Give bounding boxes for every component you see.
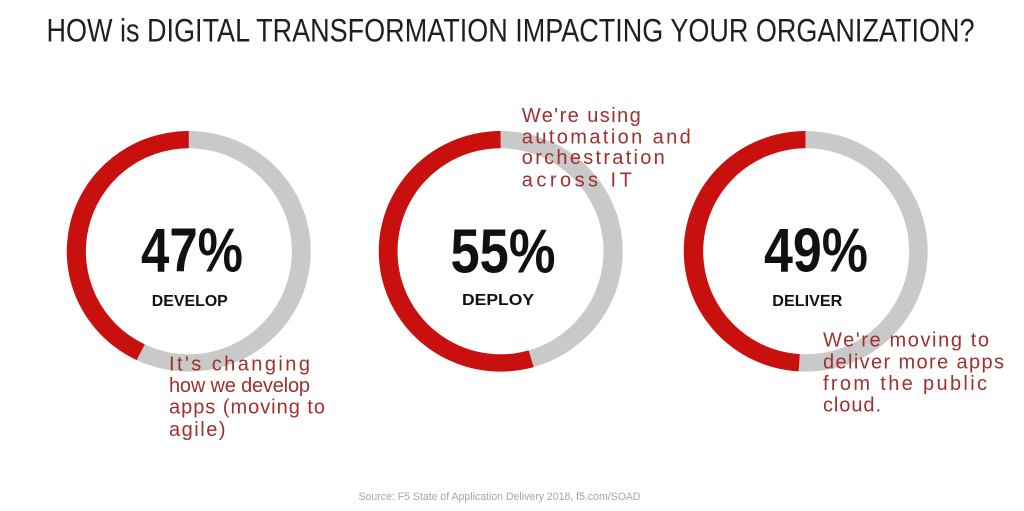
svg-text:It's changing: It's changing	[169, 354, 310, 376]
svg-text:47%: 47%	[141, 216, 243, 286]
svg-text:49%: 49%	[764, 216, 868, 286]
svg-text:Source: F5 State of Applicatio: Source: F5 State of Application Delivery…	[359, 491, 641, 503]
svg-text:from the public: from the public	[823, 373, 987, 395]
svg-text:55%: 55%	[451, 217, 556, 287]
svg-text:deliver more apps: deliver more apps	[823, 351, 1004, 373]
svg-text:cloud.: cloud.	[823, 395, 881, 417]
svg-text:agile): agile)	[169, 419, 226, 441]
svg-text:DEVELOP: DEVELOP	[152, 293, 228, 310]
svg-text:how we develop: how we develop	[169, 375, 310, 397]
svg-text:DELIVER: DELIVER	[772, 293, 842, 310]
svg-text:DEPLOY: DEPLOY	[462, 292, 534, 309]
svg-text:We're using: We're using	[522, 105, 641, 127]
svg-text:across IT: across IT	[522, 170, 632, 192]
svg-text:We're moving to: We're moving to	[823, 330, 989, 352]
svg-text:HOW is DIGITAL TRANSFORMATION: HOW is DIGITAL TRANSFORMATION IMPACTING …	[47, 13, 975, 49]
svg-text:apps (moving to: apps (moving to	[169, 397, 325, 419]
svg-text:automation and: automation and	[522, 127, 691, 149]
